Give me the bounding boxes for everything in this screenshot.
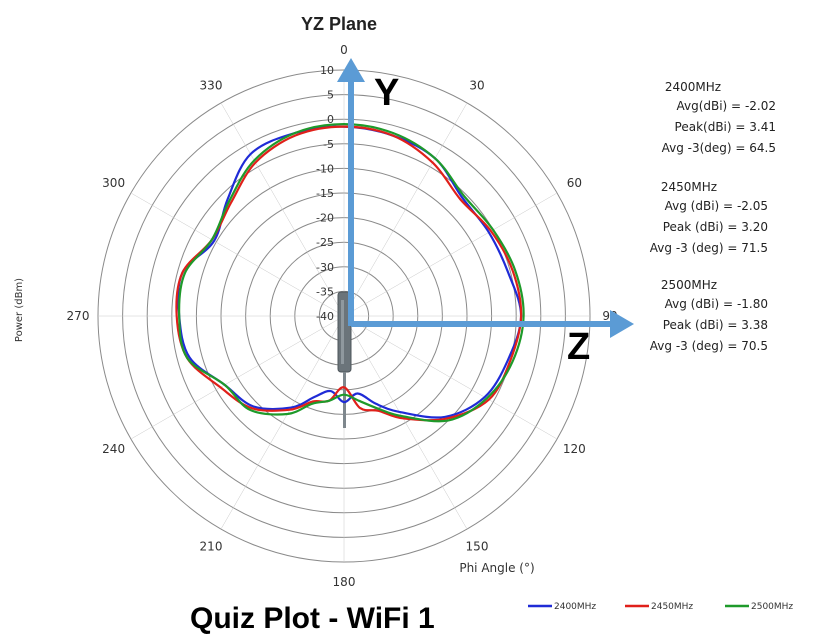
radial-tick-label: 10	[320, 64, 334, 77]
angle-tick-label: 150	[466, 539, 489, 553]
stats-row: Avg -3 (deg) = 71.5	[610, 238, 768, 259]
angle-tick-label: 120	[563, 442, 586, 456]
angle-tick-label: 180	[333, 575, 356, 589]
angle-tick-label: 30	[469, 79, 484, 93]
stats-header: 2500MHz	[610, 278, 768, 292]
chart-title: YZ Plane	[301, 14, 377, 34]
radial-tick-labels: 10 5 0 -5 -10 -15 -20 -25 -30 -35 -40	[316, 64, 334, 323]
stats-row: Peak(dBi) = 3.41	[610, 117, 776, 138]
grid-spoke	[131, 193, 344, 316]
legend-label: 2400MHz	[554, 602, 596, 612]
page-title: Quiz Plot - WiFi 1	[190, 602, 435, 636]
legend-label: 2450MHz	[651, 602, 693, 612]
stats-row: Avg -3 (deg) = 70.5	[610, 336, 768, 357]
angle-tick-label: 240	[102, 442, 125, 456]
radial-tick-label: 5	[327, 89, 334, 102]
radial-tick-label: 0	[327, 113, 334, 126]
stats-row: Avg (dBi) = -2.05	[610, 196, 768, 217]
radial-axis-label: Power (dBm)	[14, 278, 25, 342]
angle-tick-label: 300	[102, 176, 125, 190]
radial-tick-label: -5	[323, 138, 334, 151]
stats-header: 2450MHz	[610, 180, 768, 194]
radial-tick-label: -20	[316, 212, 334, 225]
grid-spoke	[221, 103, 344, 316]
stats-2400: 2400MHz Avg(dBi) = -2.02 Peak(dBi) = 3.4…	[610, 80, 776, 159]
angle-tick-label: 0	[340, 43, 348, 57]
y-axis-letter: Y	[374, 72, 399, 115]
grid-spoke	[344, 193, 557, 316]
radial-tick-label: -10	[316, 162, 334, 175]
radial-tick-label: -15	[316, 187, 334, 200]
angle-tick-label: 60	[567, 176, 582, 190]
chart-legend: 2400MHz 2450MHz 2500MHz	[528, 602, 793, 612]
radial-tick-label: -25	[316, 236, 334, 249]
grid-spoke	[131, 316, 344, 439]
stats-2500: 2500MHz Avg (dBi) = -1.80 Peak (dBi) = 3…	[610, 278, 768, 357]
grid-spoke	[344, 316, 467, 529]
radial-tick-label: -40	[316, 310, 334, 323]
legend-label: 2500MHz	[751, 602, 793, 612]
angle-tick-label: 210	[200, 539, 223, 553]
grid-spoke	[221, 316, 344, 529]
radial-tick-label: -35	[316, 285, 334, 298]
stats-2450: 2450MHz Avg (dBi) = -2.05 Peak (dBi) = 3…	[610, 180, 768, 259]
z-axis-letter: Z	[567, 326, 590, 369]
stats-row: Avg(dBi) = -2.02	[610, 96, 776, 117]
stats-row: Avg -3(deg) = 64.5	[610, 138, 776, 159]
stats-header: 2400MHz	[610, 80, 776, 94]
stats-row: Peak (dBi) = 3.38	[610, 315, 768, 336]
grid-spoke	[344, 103, 467, 316]
angular-axis-label: Phi Angle (°)	[459, 561, 534, 575]
angle-tick-label: 330	[200, 79, 223, 93]
radial-tick-label: -30	[316, 261, 334, 274]
stats-row: Peak (dBi) = 3.20	[610, 217, 768, 238]
angle-tick-label: 270	[67, 309, 90, 323]
stats-row: Avg (dBi) = -1.80	[610, 294, 768, 315]
